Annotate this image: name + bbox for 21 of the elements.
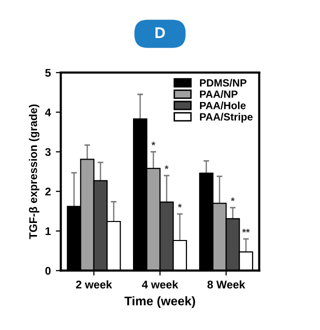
y-tick-label: 0	[45, 266, 51, 275]
legend-label: PAA/Hole	[200, 102, 246, 110]
y-tick-label: 5	[45, 68, 51, 77]
y-tick-label: 3	[45, 148, 51, 156]
annotation: *	[230, 198, 235, 202]
y-axis-title: TGF-β expression (grade)	[28, 104, 40, 240]
legend-label: PAA/NP	[200, 90, 238, 98]
chart-title: D	[156, 27, 165, 38]
legend-label: PAA/Stripe	[200, 112, 253, 123]
x-tick-label: 8 Week	[207, 280, 246, 288]
y-tick-label: 1	[46, 227, 51, 236]
legend-label: PDMS/NP	[200, 78, 246, 87]
y-tick-label: 4	[45, 108, 52, 116]
x-axis-title: Time (week)	[124, 296, 196, 308]
y-tick-label: 2	[45, 188, 51, 196]
annotation: **	[242, 228, 250, 232]
annotation: *	[178, 204, 182, 208]
annotation: *	[152, 142, 156, 146]
x-tick-label: 2 week	[76, 280, 112, 288]
x-tick-label: 4 week	[142, 280, 178, 288]
annotation: *	[164, 165, 168, 170]
